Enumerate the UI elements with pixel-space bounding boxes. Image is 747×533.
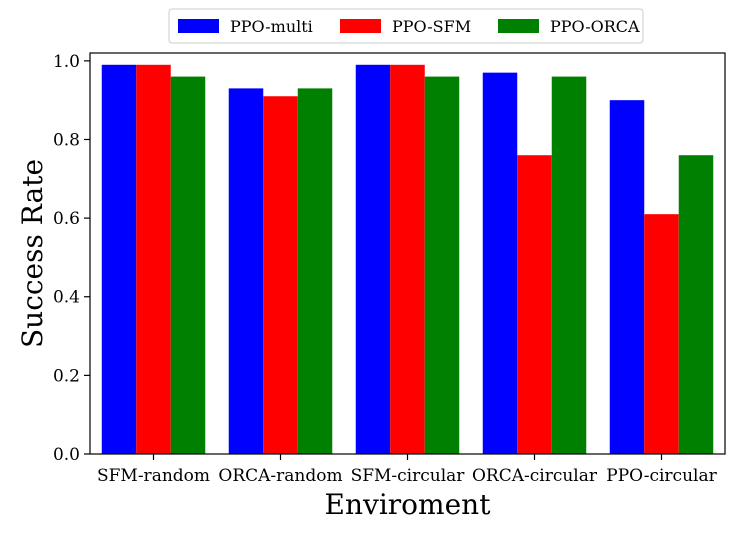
legend-box [168,8,644,44]
bars-group [101,64,714,455]
x-tick-label: PPO-circular [606,466,717,486]
bar-ppo-multi-orca-circular [482,72,518,454]
x-tick-label: SFM-circular [351,466,466,486]
x-axis-title: Enviroment [325,488,492,521]
legend-label-ppo-sfm: PPO-SFM [392,17,471,36]
legend: PPO-multi PPO-SFM PPO-ORCA [168,8,644,44]
y-tick-label: 0.8 [53,130,80,150]
bar-ppo-multi-sfm-random [101,64,137,454]
x-tick-label: ORCA-circular [472,466,598,486]
bar-ppo-multi-ppo-circular [609,100,645,455]
plot-frame [89,52,726,455]
bar-ppo-sfm-orca-circular [517,155,552,454]
bar-ppo-sfm-sfm-random [136,64,171,454]
legend-label-ppo-multi: PPO-multi [230,17,313,36]
legend-swatch-ppo-multi [178,19,219,33]
y-tick-label: 1.0 [53,52,80,72]
bar-ppo-sfm-sfm-circular [390,64,425,454]
bar-ppo-sfm-ppo-circular [644,214,679,454]
x-axis: SFM-random ORCA-random SFM-circular ORCA-ci… [97,454,718,486]
bar-ppo-orca-sfm-random [170,76,206,455]
y-axis-title: Success Rate [16,159,49,348]
bar-ppo-orca-orca-random [297,88,333,454]
legend-label-ppo-orca: PPO-ORCA [550,17,640,36]
bar-ppo-orca-orca-circular [551,76,587,455]
y-axis: 0.0 0.2 0.4 0.6 0.8 1.0 [53,52,90,465]
bar-ppo-sfm-orca-random [263,96,298,455]
y-tick-label: 0.6 [53,209,80,229]
y-tick-label: 0.0 [53,445,80,465]
x-tick-label: SFM-random [97,466,210,486]
bar-ppo-orca-sfm-circular [424,76,460,455]
bar-ppo-multi-orca-random [228,88,264,454]
bar-ppo-multi-sfm-circular [355,64,391,454]
x-tick-label: ORCA-random [218,466,342,486]
y-tick-label: 0.4 [53,288,80,308]
legend-swatch-ppo-orca [498,19,539,33]
y-tick-label: 0.2 [53,366,80,386]
legend-swatch-ppo-sfm [340,19,381,33]
bar-ppo-orca-ppo-circular [678,155,714,454]
